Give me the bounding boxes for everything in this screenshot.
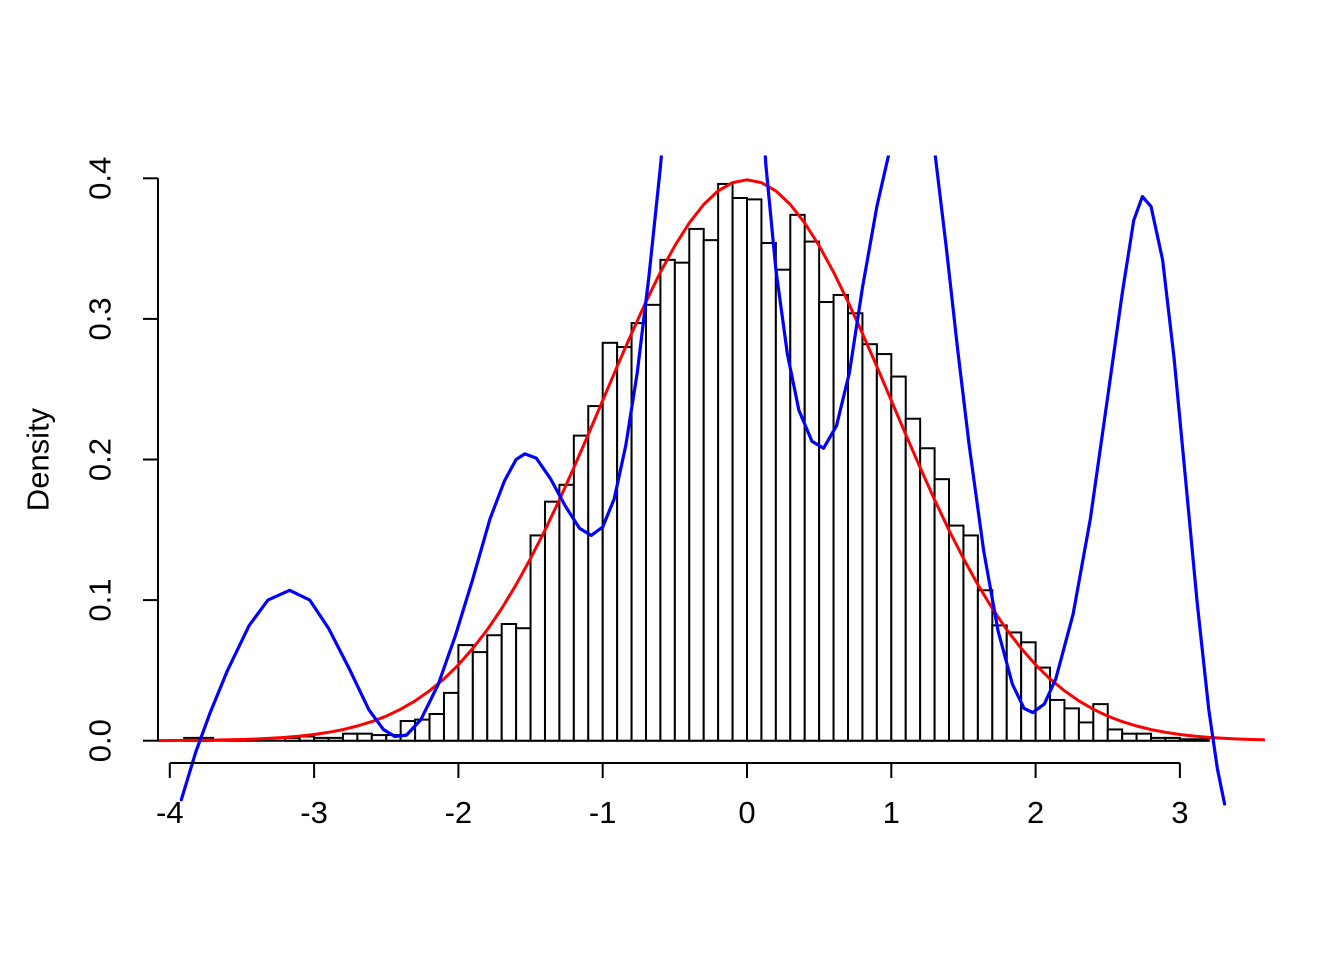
histogram-bar xyxy=(587,405,604,742)
y-tick-label: 0.2 xyxy=(83,438,118,481)
histogram-bar xyxy=(760,241,777,742)
histogram-bar xyxy=(515,627,532,742)
histogram-bar xyxy=(572,434,590,742)
histogram-bar xyxy=(1121,732,1138,742)
histogram-bar xyxy=(1150,736,1167,742)
histogram-bar xyxy=(1106,728,1124,742)
histogram-bar xyxy=(803,240,821,742)
histogram-bar xyxy=(327,736,344,742)
histogram-bar xyxy=(558,483,575,742)
histogram-bar xyxy=(543,500,561,742)
histogram-bar xyxy=(673,261,691,742)
histogram-bar xyxy=(746,198,763,742)
histogram-bar xyxy=(832,293,850,742)
y-tick-label: 0.3 xyxy=(83,297,118,340)
x-tick-label: -4 xyxy=(156,795,184,830)
histogram-bar xyxy=(991,624,1008,742)
histogram-bar xyxy=(1178,738,1196,742)
histogram-bar xyxy=(875,353,893,742)
histogram-bar xyxy=(731,196,749,742)
histogram-bar xyxy=(644,303,662,742)
histogram-bar xyxy=(457,644,474,742)
histogram-bar xyxy=(356,732,373,742)
polynomial-fit-curve xyxy=(179,155,1227,806)
x-tick-label: -3 xyxy=(300,795,328,830)
x-tick-label: 2 xyxy=(1027,795,1044,830)
histogram-bar xyxy=(1164,736,1181,742)
histogram-bar xyxy=(774,268,792,742)
x-tick-label: 0 xyxy=(738,795,755,830)
histogram-bar xyxy=(904,417,922,742)
y-tick-label: 0.1 xyxy=(83,579,118,622)
x-tick-label: 3 xyxy=(1171,795,1188,830)
histogram-bar xyxy=(789,213,806,742)
histogram-bar xyxy=(948,524,965,742)
histogram-bar xyxy=(1193,738,1210,742)
histogram-bar xyxy=(529,534,546,742)
curves-layer xyxy=(157,155,1266,806)
histogram-bar xyxy=(847,312,864,742)
histogram-bar xyxy=(962,534,979,742)
histogram-bar xyxy=(861,343,878,742)
histogram-bar xyxy=(1077,721,1095,742)
histogram-bar xyxy=(428,712,445,742)
histogram-bar xyxy=(500,623,518,742)
histogram-bar xyxy=(399,720,417,742)
histogram-bar xyxy=(486,634,503,742)
histogram-bar xyxy=(370,734,388,742)
histogram-bar xyxy=(702,239,720,742)
histogram-bar xyxy=(659,258,676,742)
histogram-bar xyxy=(717,182,734,742)
histogram-bar xyxy=(313,736,330,742)
histogram-bar xyxy=(818,301,835,742)
x-tick-label: -2 xyxy=(445,795,473,830)
histogram-bar xyxy=(1135,732,1153,742)
histogram-bar xyxy=(341,732,359,742)
y-axis-title: Density xyxy=(21,407,56,511)
x-tick-label: -1 xyxy=(589,795,617,830)
histogram-bar xyxy=(976,589,994,742)
x-tick-label: 1 xyxy=(883,795,900,830)
histogram-bar xyxy=(1049,698,1066,742)
histogram-bar xyxy=(616,346,633,742)
histogram-bar xyxy=(601,341,619,742)
normal-density-curve xyxy=(157,178,1266,743)
histogram-bar xyxy=(471,651,489,742)
histogram-bar xyxy=(1063,707,1080,742)
y-tick-label: 0.4 xyxy=(83,157,118,200)
histogram-bar xyxy=(688,227,705,742)
y-tick-label: 0.0 xyxy=(83,719,118,762)
histogram-bar xyxy=(442,691,460,742)
